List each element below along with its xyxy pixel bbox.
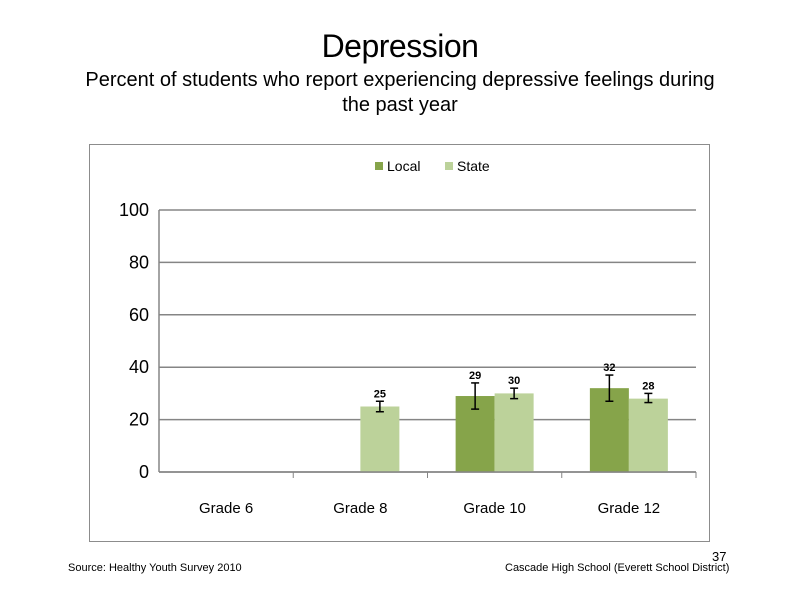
y-tick-label: 20: [129, 410, 149, 430]
y-tick-label: 100: [119, 200, 149, 220]
x-tick-label: Grade 10: [463, 500, 526, 517]
y-tick-label: 40: [129, 357, 149, 377]
data-label: 30: [508, 375, 520, 387]
slide-subtitle: Percent of students who report experienc…: [85, 69, 715, 116]
y-tick-label: 0: [139, 462, 149, 482]
data-label: 29: [469, 370, 481, 382]
legend-swatch-local: [375, 162, 383, 170]
data-label: 32: [603, 362, 615, 374]
legend-label: Local: [387, 158, 420, 174]
data-label: 28: [642, 380, 654, 392]
school-name: Cascade High School (Everett School Dist…: [505, 562, 730, 574]
x-tick-label: Grade 12: [598, 500, 661, 517]
slide-title: Depression: [321, 28, 479, 64]
legend-swatch-state: [445, 162, 453, 170]
bar-state: [360, 406, 400, 472]
bar-local: [589, 388, 629, 472]
page-number: 37: [712, 549, 727, 564]
x-tick-label: Grade 8: [333, 500, 387, 517]
bar-state: [628, 398, 668, 472]
y-tick-label: 80: [129, 252, 149, 272]
bar-state: [494, 393, 534, 472]
source-note: Source: Healthy Youth Survey 2010: [68, 562, 242, 574]
data-label: 25: [374, 388, 386, 400]
legend-label: State: [457, 158, 490, 174]
chart-frame: [89, 144, 710, 542]
y-tick-label: 60: [129, 305, 149, 325]
x-tick-label: Grade 6: [199, 500, 253, 517]
